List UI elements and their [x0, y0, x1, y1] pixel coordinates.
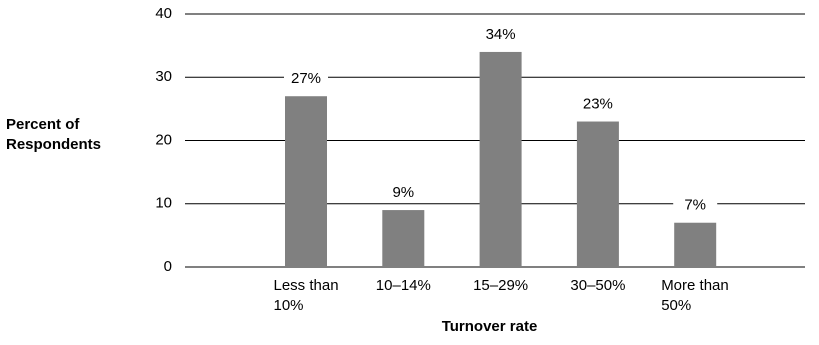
x-tick-label: Less than 10% — [273, 277, 339, 314]
y-tick-label: 30 — [155, 68, 172, 85]
bar — [479, 51, 522, 268]
data-label: 34% — [486, 26, 516, 43]
data-label: 9% — [392, 184, 414, 201]
bar — [576, 121, 619, 268]
x-tick-label: 30–50% — [570, 277, 626, 294]
data-label: 27% — [291, 70, 321, 87]
bar — [674, 222, 717, 267]
data-label-bg — [284, 70, 328, 89]
x-tick-label: 15–29% — [473, 277, 529, 294]
x-axis-label: Turnover rate — [441, 318, 538, 335]
data-label: 7% — [684, 197, 706, 214]
y-axis-label: Percent of Respondents — [6, 116, 102, 153]
bar — [285, 96, 327, 267]
x-tick-label: 10–14% — [375, 277, 431, 294]
data-label-bg — [673, 196, 718, 215]
data-label-bg — [381, 184, 426, 203]
x-tick-label: More than 50% — [661, 277, 729, 314]
y-tick-label: 10 — [155, 195, 172, 212]
data-label-bg — [575, 95, 620, 114]
data-label: 23% — [583, 95, 613, 112]
y-tick-label: 40 — [155, 5, 172, 22]
y-tick-label: 20 — [155, 131, 172, 148]
data-label-bg — [478, 25, 523, 44]
y-tick-label: 0 — [164, 258, 172, 275]
bar — [382, 210, 425, 267]
